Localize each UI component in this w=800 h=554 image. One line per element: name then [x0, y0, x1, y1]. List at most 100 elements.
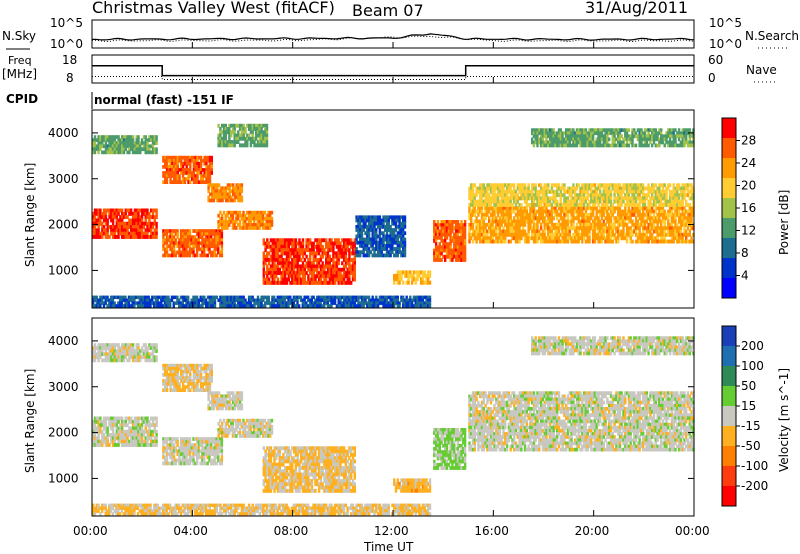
heatmap-cell [498, 199, 502, 204]
heatmap-cell [547, 229, 550, 234]
heatmap-cell [615, 131, 618, 136]
heatmap-cell [102, 150, 106, 155]
heatmap-cell [150, 150, 153, 155]
heatmap-cell [151, 211, 155, 216]
heatmap-cell [385, 250, 389, 255]
heatmap-cell [672, 236, 675, 241]
heatmap-cell [376, 234, 380, 239]
heatmap-cell [255, 123, 258, 128]
heatmap-cell [273, 280, 276, 285]
heatmap-cell [679, 199, 683, 204]
heatmap-cell [539, 199, 543, 204]
heatmap-cell [588, 134, 591, 139]
heatmap-cell [548, 236, 552, 241]
heatmap-cell [532, 219, 536, 224]
heatmap-cell [449, 248, 452, 253]
heatmap-cell [479, 209, 482, 214]
heatmap-cell [527, 189, 530, 194]
heatmap-cell [654, 134, 657, 139]
heatmap-cell [278, 238, 281, 243]
heatmap-cell [128, 135, 131, 139]
heatmap-cell [484, 216, 487, 221]
heatmap-cell [633, 206, 636, 211]
heatmap-cell [504, 219, 507, 224]
heatmap-cell [238, 136, 242, 141]
heatmap-cell [155, 215, 158, 220]
heatmap-cell [536, 236, 539, 241]
heatmap-cell [613, 134, 616, 139]
heatmap-cell [183, 168, 187, 172]
heatmap-cell [667, 128, 670, 132]
heatmap-cell [364, 221, 367, 226]
heatmap-cell [171, 161, 174, 166]
heatmap-cell [206, 247, 209, 252]
heatmap-cell [489, 196, 493, 201]
heatmap-cell [192, 247, 195, 252]
heatmap-cell [173, 158, 176, 163]
heatmap-cell [679, 189, 683, 194]
heatmap-cell [350, 271, 353, 275]
heatmap-cell [201, 232, 204, 236]
heatmap-cell [591, 203, 595, 207]
heatmap-cell [316, 271, 319, 275]
heatmap-cell [470, 236, 473, 241]
heatmap-cell [445, 232, 449, 237]
heatmap-cell [300, 271, 303, 275]
heatmap-cell [502, 236, 505, 241]
heatmap-cell [622, 226, 625, 231]
heatmap-cell [108, 225, 111, 229]
heatmap-cell [369, 228, 373, 232]
heatmap-cell [337, 244, 340, 249]
heatmap-cell [652, 128, 656, 132]
heatmap-cell [425, 280, 428, 285]
heatmap-cell [636, 222, 640, 227]
heatmap-cell [561, 209, 564, 214]
heatmap-cell [451, 239, 454, 243]
heatmap-cell [586, 212, 589, 217]
heatmap-cell [577, 183, 580, 188]
heatmap-cell [507, 189, 511, 194]
heatmap-cell [565, 232, 568, 237]
heatmap-cell [414, 280, 417, 285]
heatmap-cell [599, 229, 602, 234]
heatmap-cell [622, 140, 625, 145]
heatmap-cell [539, 232, 543, 237]
heatmap-cell [647, 131, 650, 136]
heatmap-cell [133, 228, 137, 233]
heatmap-cell [307, 280, 310, 285]
heatmap-cell [568, 236, 571, 241]
heatmap-cell [575, 212, 579, 217]
heatmap-cell [142, 235, 146, 239]
heatmap-cell [237, 183, 240, 187]
heatmap-cell [488, 209, 491, 214]
heatmap-cell [454, 223, 458, 227]
heatmap-cell [93, 141, 97, 145]
heatmap-cell [135, 215, 138, 220]
heatmap-cell [220, 232, 224, 236]
heatmap-cell [579, 232, 582, 237]
heatmap-cell [171, 238, 174, 242]
heatmap-cell [617, 186, 620, 191]
heatmap-cell [538, 229, 541, 234]
heatmap-cell [215, 247, 218, 252]
heatmap-cell [99, 221, 102, 226]
heatmap-cell [133, 225, 137, 229]
heatmap-cell [183, 238, 186, 242]
heatmap-cell [660, 203, 663, 207]
heatmap-cell [554, 140, 557, 145]
heatmap-cell [220, 241, 224, 246]
heatmap-cell [613, 226, 616, 231]
heatmap-cell [210, 244, 213, 249]
heatmap-cell [563, 219, 566, 224]
heatmap-cell [513, 229, 516, 234]
heatmap-cell [203, 168, 206, 172]
heatmap-cell [179, 238, 183, 242]
heatmap-cell [291, 261, 294, 266]
heatmap-cell [438, 229, 441, 234]
heatmap-cell [353, 271, 356, 275]
heatmap-cell [611, 131, 614, 136]
heatmap-cell [403, 224, 407, 229]
heatmap-cell [625, 186, 629, 191]
heatmap-cell [454, 239, 458, 243]
heatmap-cell [359, 228, 362, 232]
